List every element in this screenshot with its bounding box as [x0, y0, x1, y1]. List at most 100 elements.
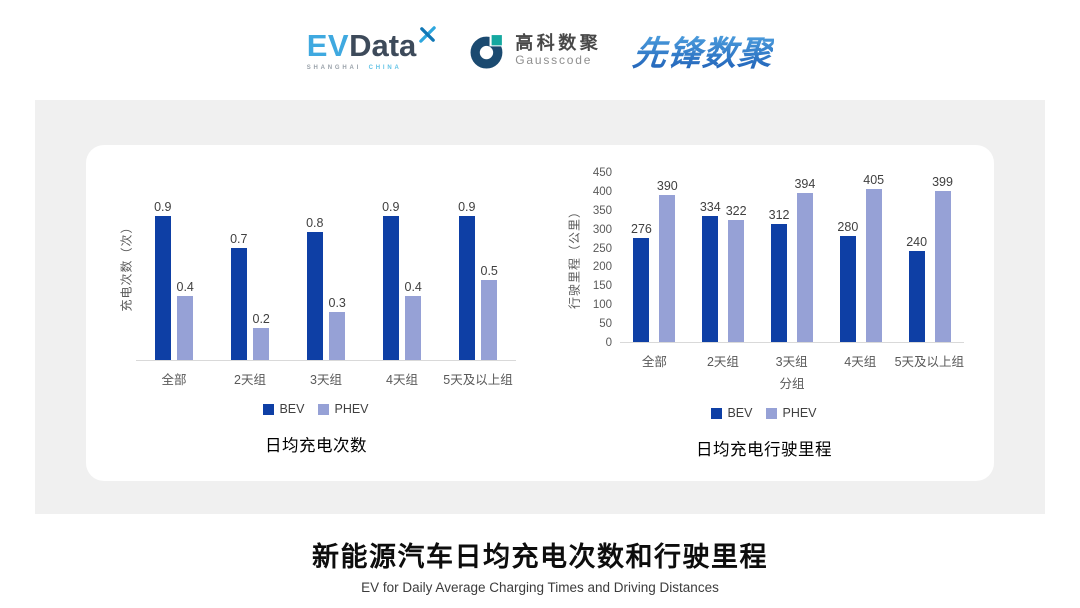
phev-bar-wrap: 394 [794, 176, 815, 342]
bar-value-label: 0.3 [328, 296, 346, 310]
bar-value-label: 405 [863, 173, 885, 187]
category-label: 全部 [641, 355, 667, 369]
bar-group: 240 399 [906, 174, 953, 342]
categories: 全部 2天组 3天组 4天组 5天及以上组 [620, 343, 964, 370]
bar-value-label: 334 [699, 200, 721, 214]
category-label: 3天组 [775, 355, 808, 369]
bar-value-label: 322 [725, 204, 747, 218]
chart-plot-row: 充电次数（次） 0.9 0.4 0.7 0.2 0.8 0.3 0.9 0.4 0.9 0.5 [116, 171, 516, 361]
bev-bar-wrap: 0.9 [154, 199, 172, 360]
bar-group: 276 390 [631, 178, 678, 342]
category-label: 4天组 [844, 355, 877, 369]
plot-area: 0.9 0.4 0.7 0.2 0.8 0.3 0.9 0.4 0.9 0.5 [136, 171, 516, 361]
y-tick-label: 400 [592, 185, 612, 198]
phev-bar-wrap: 390 [657, 178, 678, 342]
bar-group: 280 405 [837, 172, 884, 342]
bar-group: 0.9 0.4 [382, 199, 422, 360]
category-label: 3天组 [310, 373, 342, 387]
categories-row: 全部 2天组 3天组 4天组 5天及以上组 [564, 343, 964, 370]
bev-bar-wrap: 240 [906, 234, 927, 342]
phev-bar-wrap: 0.2 [253, 311, 270, 360]
phev-bar [329, 312, 346, 360]
chart-daily-charging-times: 充电次数（次） 0.9 0.4 0.7 0.2 0.8 0.3 0.9 0.4 0.9 0.5 全部 2… [116, 171, 516, 481]
bar-value-label: 0.2 [252, 312, 270, 326]
legend-swatch-phev [318, 403, 330, 415]
phev-bar-wrap: 0.4 [405, 279, 422, 360]
bev-bar [908, 251, 925, 342]
category-label: 2天组 [234, 373, 266, 387]
legend-item-bev: BEV [263, 402, 304, 416]
y-tick-label: 300 [592, 223, 612, 236]
chart-daily-driving-distance: 行驶里程（公里） 0 50 100 150 200 250 300 350 400 450 276 39… [564, 167, 965, 481]
gausscode-text: 高科数聚 Gausscode [515, 33, 601, 68]
phev-bar-wrap: 0.3 [329, 295, 346, 360]
y-tick-label: 200 [592, 261, 612, 274]
evdata-logo: EV Data SHANGHAI CHINA [306, 25, 438, 71]
legend: BEV PHEV [564, 406, 964, 420]
evdata-sub-shanghai: SHANGHAI [306, 64, 362, 71]
bar-value-label: 394 [794, 177, 816, 191]
bar-value-label: 0.8 [306, 216, 324, 230]
bar-value-label: 276 [631, 222, 652, 236]
category-label: 全部 [161, 373, 187, 387]
bev-bar [633, 238, 650, 342]
phev-bar [405, 296, 422, 360]
bar-value-label: 0.4 [404, 280, 422, 294]
y-tick-label: 100 [592, 299, 612, 312]
evdata-ev-text: EV [306, 27, 350, 63]
legend-item-phev: PHEV [766, 406, 817, 420]
chart-title: 日均充电次数 [265, 437, 367, 455]
xianfeng-logo: 先锋数聚 [631, 26, 776, 75]
y-axis-title: 充电次数（次） [116, 171, 136, 361]
logo-bar: EV Data SHANGHAI CHINA 高科数聚 Gausscode 先锋… [0, 0, 1080, 100]
legend-item-phev: PHEV [318, 402, 369, 416]
gausscode-cn-text: 高科数聚 [515, 32, 602, 53]
xianfeng-text: 先锋数聚 [631, 26, 776, 75]
category-label: 5天及以上组 [443, 373, 513, 387]
bar-value-label: 0.9 [458, 200, 476, 214]
y-axis-ticks: 0 50 100 150 200 250 300 350 400 450 [584, 167, 620, 349]
bev-bar [306, 232, 323, 360]
bar-value-label: 390 [656, 179, 678, 193]
phev-bar [934, 191, 951, 342]
y-tick-label: 450 [592, 167, 612, 179]
y-tick-label: 250 [592, 242, 612, 255]
phev-bar-wrap: 0.4 [177, 279, 194, 360]
bev-bar [771, 224, 788, 342]
evdata-x-icon [419, 25, 437, 43]
phev-bar-wrap: 322 [726, 203, 747, 342]
y-tick-label: 350 [592, 204, 612, 217]
bar-group: 0.9 0.4 [154, 199, 194, 360]
chart-plot-row: 行驶里程（公里） 0 50 100 150 200 250 300 350 400 450 276 39… [564, 167, 964, 349]
legend-swatch-bev [263, 403, 275, 415]
bar-value-label: 312 [768, 208, 790, 222]
bev-bar-wrap: 0.9 [382, 199, 400, 360]
phev-bar [865, 189, 882, 342]
categories-row: 全部 2天组 3天组 4天组 5天及以上组 [116, 361, 516, 388]
bar-group: 0.9 0.5 [458, 199, 498, 360]
bar-value-label: 280 [837, 220, 859, 234]
bar-value-label: 0.5 [480, 264, 498, 278]
phev-bar [796, 193, 813, 342]
chart-title: 日均充电行驶里程 [696, 441, 832, 459]
x-axis-title: 分组 [779, 377, 805, 391]
phev-bar [253, 328, 270, 360]
evdata-sub-china: CHINA [368, 64, 402, 71]
category-label: 2天组 [706, 355, 739, 369]
category-label: 4天组 [386, 373, 418, 387]
bev-bar-wrap: 0.7 [230, 231, 248, 360]
bev-bar-wrap: 334 [700, 199, 721, 342]
bev-bar [154, 216, 171, 360]
evdata-subtext: SHANGHAI CHINA [307, 65, 402, 71]
legend-label: PHEV [334, 402, 369, 416]
plot-area: 276 390 334 322 312 394 280 405 240 399 [620, 171, 964, 343]
page-subtitle: EV for Daily Average Charging Times and … [361, 580, 719, 595]
legend-label: PHEV [782, 406, 817, 420]
bev-bar [382, 216, 399, 360]
legend: BEV PHEV [116, 402, 516, 416]
y-tick-label: 0 [605, 337, 612, 349]
legend-label: BEV [727, 406, 753, 420]
page-title: 新能源汽车日均充电次数和行驶里程 [312, 542, 768, 572]
axis-spacer [564, 370, 620, 392]
evdata-data-text: Data [349, 27, 417, 63]
